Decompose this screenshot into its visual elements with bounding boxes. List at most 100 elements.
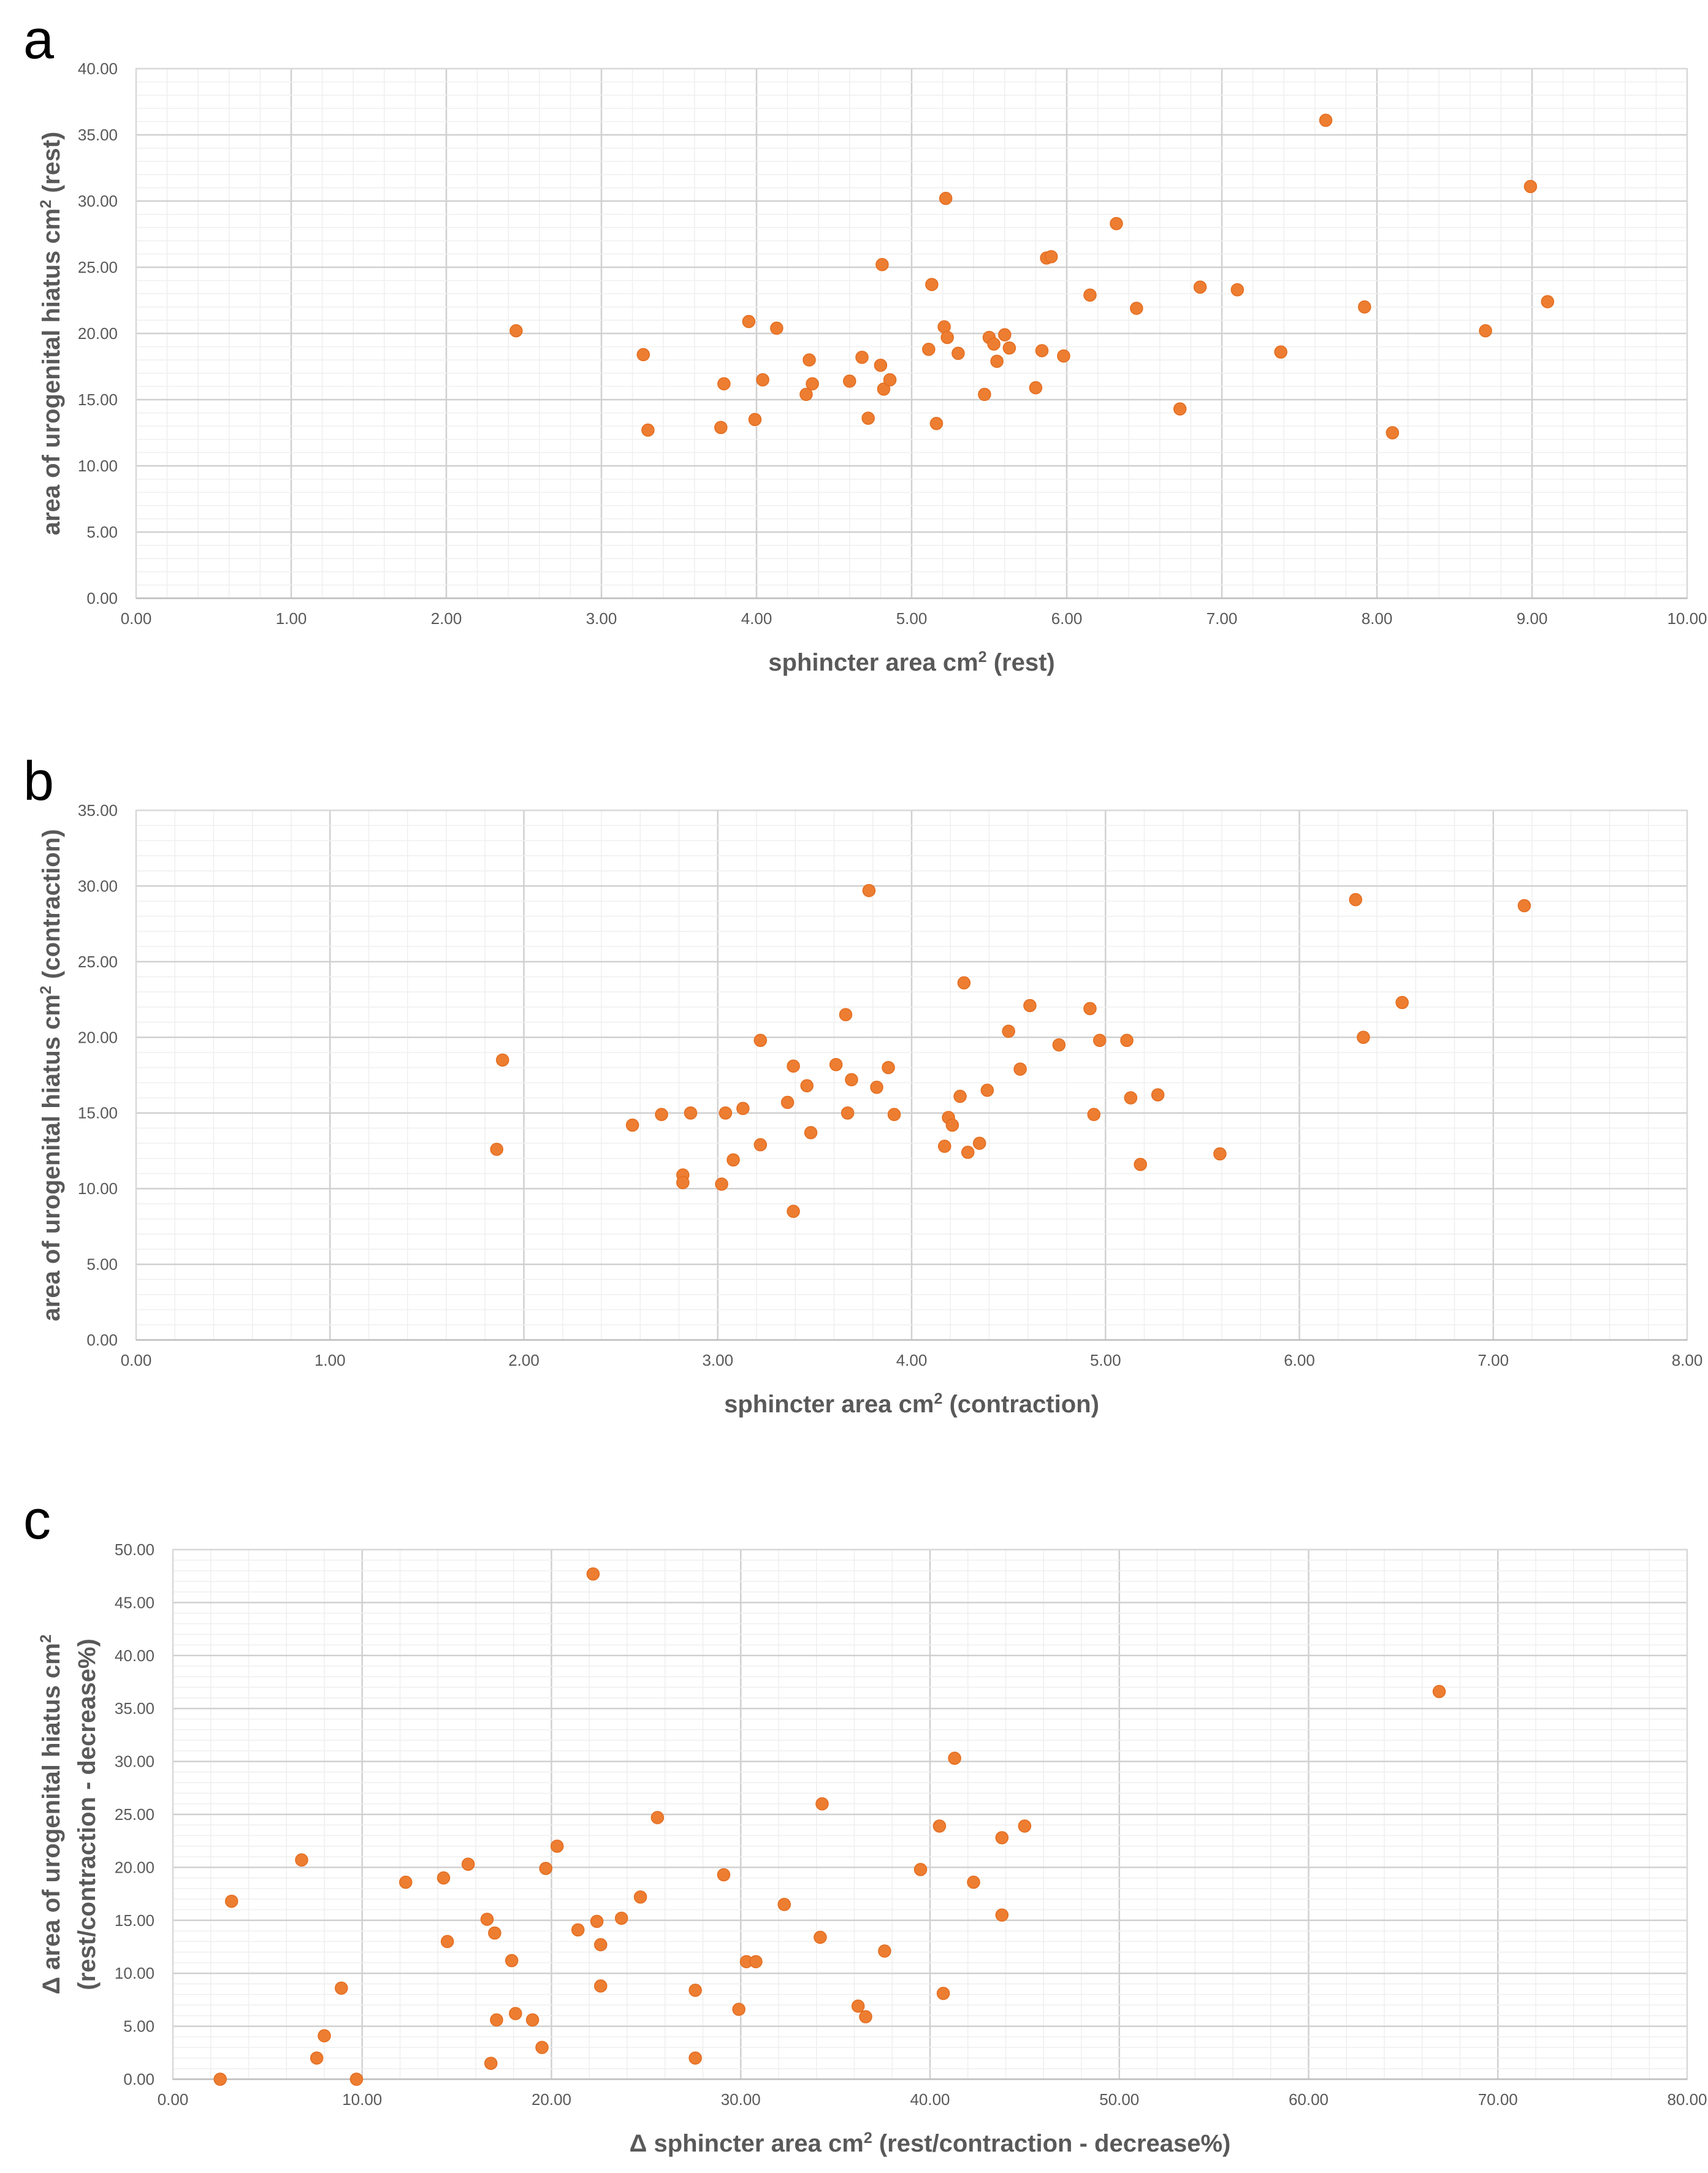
- y-tick-label: 40.00: [78, 59, 118, 78]
- x-tick-label: 4.00: [896, 1351, 928, 1369]
- x-axis-title: sphincter area cm2 (rest): [768, 649, 1054, 676]
- data-point: [1432, 1684, 1446, 1699]
- data-series: [509, 113, 1555, 440]
- data-point: [829, 1057, 843, 1071]
- y-axis-title-line2: (rest/contraction - decrease%): [74, 1638, 101, 1990]
- x-axis-title: Δ sphincter area cm2 (rest/contraction -…: [630, 2129, 1231, 2157]
- y-tick-label: 30.00: [78, 877, 118, 895]
- x-tick-label: 2.00: [431, 609, 462, 628]
- data-point: [951, 346, 965, 360]
- y-axis-title-line1: Δ area of urogenital hiatus cm2: [37, 1634, 65, 1994]
- data-point: [318, 2029, 331, 2042]
- x-tick-label: 6.00: [1284, 1351, 1315, 1369]
- data-point: [714, 421, 728, 435]
- label-text-rest: (rest): [987, 649, 1055, 676]
- data-point: [1124, 1091, 1138, 1105]
- data-point: [495, 1053, 509, 1067]
- data-point: [987, 337, 1001, 351]
- y-tick-label: 5.00: [86, 1255, 118, 1274]
- label-superscript: 2: [37, 986, 55, 994]
- x-tick-label: 10.00: [1667, 609, 1707, 628]
- x-tick-label: 0.00: [121, 1351, 152, 1369]
- data-point: [490, 1143, 503, 1156]
- label-superscript: 2: [978, 649, 987, 666]
- x-tick-label: 30.00: [721, 2090, 761, 2109]
- label-superscript: 2: [864, 2129, 872, 2147]
- data-series: [490, 884, 1531, 1218]
- data-point: [1029, 381, 1043, 395]
- data-point: [1479, 324, 1492, 338]
- x-tick-label: 1.00: [315, 1351, 346, 1369]
- data-point: [882, 1060, 895, 1075]
- data-point: [1358, 300, 1371, 314]
- x-tick-label: 2.00: [508, 1351, 539, 1369]
- label-text: area of urogenital hiatus cm: [38, 994, 65, 1321]
- data-point: [945, 1118, 959, 1132]
- y-axis-title: area of urogenital hiatus cm2 (rest): [37, 132, 65, 536]
- x-tick-label: 10.00: [342, 2090, 382, 2109]
- data-point: [1093, 1033, 1107, 1047]
- data-point: [490, 2013, 503, 2026]
- y-tick-label: 20.00: [78, 324, 118, 343]
- label-text-rest: (rest): [38, 132, 65, 200]
- data-point: [505, 1954, 519, 1968]
- data-point: [806, 377, 819, 390]
- data-point: [349, 2072, 364, 2086]
- data-point: [883, 373, 897, 387]
- y-tick-label: 10.00: [115, 1964, 154, 1982]
- y-tick-label: 15.00: [115, 1911, 154, 1930]
- data-point: [633, 1890, 647, 1904]
- data-point: [509, 324, 523, 338]
- data-series: [213, 1567, 1446, 2086]
- panel-b: b 0.00 1.00 2.00 3.00 4.00 5.00 6.00 7.00 8.00 0.0…: [23, 751, 1702, 1418]
- data-point: [995, 1908, 1009, 1922]
- data-point: [875, 257, 889, 272]
- data-point: [655, 1108, 668, 1121]
- data-point: [1541, 295, 1555, 308]
- data-point: [940, 330, 954, 344]
- x-tick-label: 8.00: [1362, 609, 1393, 628]
- data-point: [877, 382, 891, 396]
- y-axis-title: area of urogenital hiatus cm2 (contracti…: [37, 829, 65, 1322]
- data-point: [948, 1751, 961, 1765]
- x-tick-label: 6.00: [1051, 609, 1083, 628]
- data-point: [936, 1987, 950, 2000]
- data-point: [594, 1979, 608, 1993]
- data-point: [777, 1898, 791, 1911]
- data-point: [770, 321, 783, 335]
- y-tick-label: 0.00: [86, 589, 118, 607]
- x-tick-label: 0.00: [121, 609, 152, 628]
- data-point: [571, 1923, 585, 1937]
- data-point: [509, 2007, 522, 2020]
- data-point: [953, 1089, 967, 1103]
- x-tick-label: 20.00: [532, 2090, 571, 2109]
- data-point: [938, 1140, 951, 1153]
- x-tick-label: 0.00: [158, 2090, 189, 2109]
- data-point: [1120, 1033, 1134, 1047]
- data-point: [1395, 995, 1409, 1010]
- data-point: [1035, 344, 1049, 357]
- data-point: [1083, 1002, 1097, 1016]
- data-point: [1044, 249, 1058, 264]
- gridlines: [172, 1548, 1688, 2080]
- label-superscript: 2: [934, 1390, 942, 1407]
- label-text: sphincter area cm: [768, 649, 978, 676]
- label-text: area of urogenital hiatus cm: [38, 208, 65, 535]
- data-point: [1057, 349, 1070, 363]
- y-tick-label: 10.00: [78, 457, 118, 475]
- data-point: [967, 1875, 980, 1889]
- x-tick-label: 50.00: [1099, 2090, 1139, 2109]
- data-point: [224, 1894, 238, 1908]
- y-tick-label: 20.00: [115, 1858, 154, 1876]
- data-point: [484, 2057, 498, 2070]
- data-point: [1130, 302, 1143, 315]
- y-tick-label: 35.00: [115, 1699, 154, 1718]
- data-point: [586, 1567, 600, 1581]
- y-tick-label: 30.00: [78, 192, 118, 210]
- y-tick-label: 50.00: [115, 1540, 154, 1559]
- data-point: [1386, 426, 1400, 440]
- data-point: [688, 2051, 702, 2065]
- data-point: [803, 353, 816, 367]
- data-point: [1002, 1024, 1015, 1038]
- data-point: [749, 1955, 763, 1968]
